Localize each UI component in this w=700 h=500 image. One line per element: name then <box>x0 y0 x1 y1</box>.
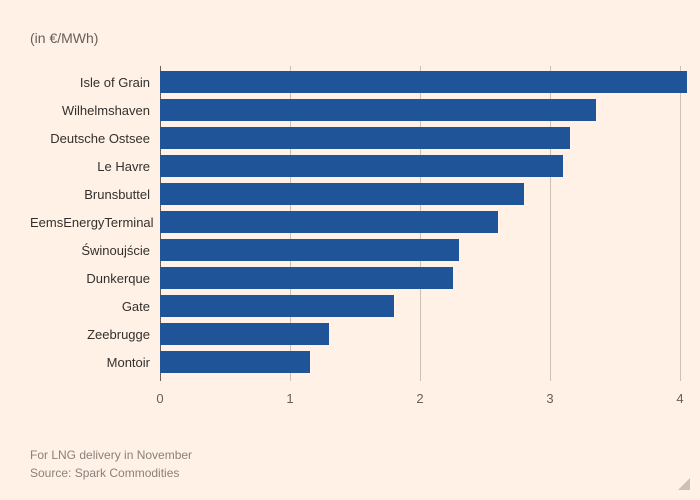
bar-row: EemsEnergyTerminal <box>160 211 498 233</box>
bar-label: Zeebrugge <box>30 327 160 342</box>
bar-row: Dunkerque <box>160 267 453 289</box>
chart-footer: For LNG delivery in November Source: Spa… <box>30 446 192 482</box>
x-tick-label: 3 <box>546 391 553 406</box>
bar <box>160 267 453 289</box>
bar-label: Le Havre <box>30 159 160 174</box>
bar-label: Dunkerque <box>30 271 160 286</box>
bar-row: Gate <box>160 295 394 317</box>
bar <box>160 295 394 317</box>
bar-label: Świnoujście <box>30 243 160 258</box>
bar-label: Wilhelmshaven <box>30 103 160 118</box>
chart-note: For LNG delivery in November <box>30 446 192 464</box>
x-tick-label: 4 <box>676 391 683 406</box>
x-tick-label: 0 <box>156 391 163 406</box>
bar-row: Świnoujście <box>160 239 459 261</box>
bar-label: Montoir <box>30 355 160 370</box>
bar <box>160 71 687 93</box>
bar-row: Montoir <box>160 351 310 373</box>
bar-row: Le Havre <box>160 155 563 177</box>
plot-area: 01234Isle of GrainWilhelmshavenDeutsche … <box>160 66 680 406</box>
x-tick-label: 1 <box>286 391 293 406</box>
bar <box>160 183 524 205</box>
bar-label: Deutsche Ostsee <box>30 131 160 146</box>
bar-row: Brunsbuttel <box>160 183 524 205</box>
chart-container: (in €/MWh) 01234Isle of GrainWilhelmshav… <box>30 30 680 440</box>
bar-label: Gate <box>30 299 160 314</box>
bar <box>160 351 310 373</box>
bar-label: Brunsbuttel <box>30 187 160 202</box>
bar <box>160 211 498 233</box>
bar-row: Isle of Grain <box>160 71 687 93</box>
bar-label: Isle of Grain <box>30 75 160 90</box>
bar <box>160 155 563 177</box>
gridline <box>680 66 681 381</box>
bar-row: Deutsche Ostsee <box>160 127 570 149</box>
bar <box>160 99 596 121</box>
bar <box>160 127 570 149</box>
bar <box>160 323 329 345</box>
bar-row: Wilhelmshaven <box>160 99 596 121</box>
chart-source: Source: Spark Commodities <box>30 464 192 482</box>
corner-mark-icon <box>678 478 690 490</box>
bar <box>160 239 459 261</box>
chart-subtitle: (in €/MWh) <box>30 30 680 46</box>
bar-row: Zeebrugge <box>160 323 329 345</box>
bar-label: EemsEnergyTerminal <box>30 215 160 230</box>
x-tick-label: 2 <box>416 391 423 406</box>
